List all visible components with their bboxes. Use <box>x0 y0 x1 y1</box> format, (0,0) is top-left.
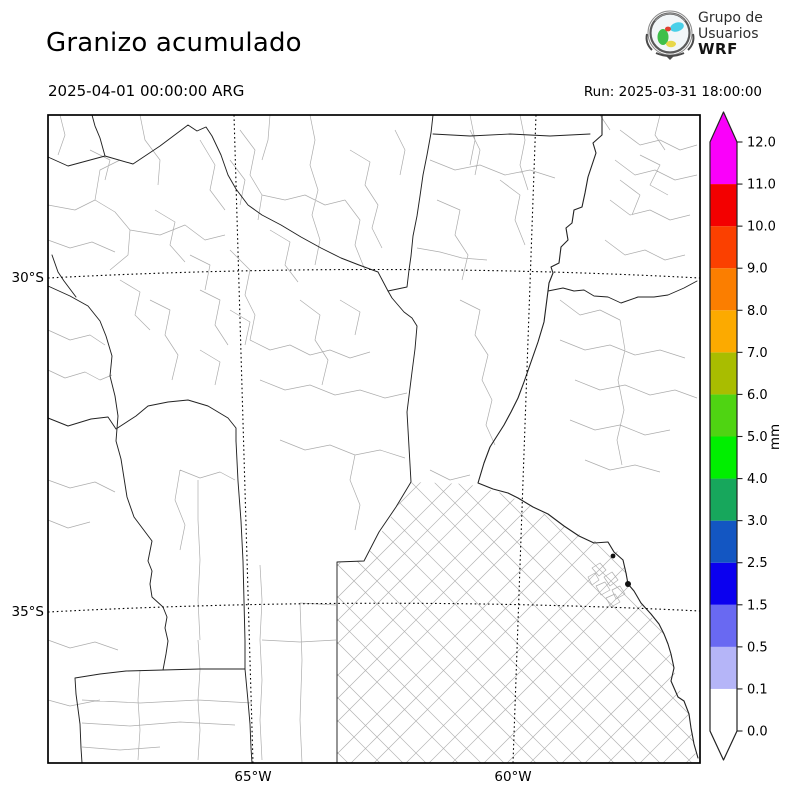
colorbar-tick-label: 7.0 <box>747 346 768 361</box>
colorbar-band <box>710 394 737 437</box>
page-title: Granizo acumulado <box>46 28 302 58</box>
colorbar-band <box>710 646 737 689</box>
colorbar-unit-label: mm <box>767 424 783 450</box>
colorbar-band <box>710 310 737 353</box>
colorbar-tick-label: 12.0 <box>747 136 776 151</box>
colorbar-tick-label: 8.0 <box>747 304 768 319</box>
colorbar-tick-label: 0.5 <box>747 640 768 655</box>
lon-label-65w: 65°W <box>234 769 271 785</box>
logo-line2: Usuarios <box>698 25 759 42</box>
map-panel: 30°S 35°S 65°W 60°W <box>12 114 701 785</box>
colorbar-tick-label: 1.5 <box>747 598 768 613</box>
colorbar-tick-label: 11.0 <box>747 178 776 193</box>
colorbar-band <box>710 436 737 479</box>
province-borders <box>47 114 699 764</box>
buenos-aires-department-mesh <box>337 482 697 763</box>
amba-cluster <box>587 562 626 608</box>
lon-label-60w: 60°W <box>494 769 531 785</box>
graticule <box>47 114 701 764</box>
colorbar-tick-label: 3.0 <box>747 514 768 529</box>
colorbar-tick-label: 10.0 <box>747 220 776 235</box>
colorbar-band <box>710 520 737 563</box>
colorbar-over-arrow <box>710 112 737 142</box>
gridline-35s <box>47 602 701 613</box>
colorbar-band <box>710 352 737 395</box>
colorbar-band <box>710 604 737 647</box>
colorbar-tick-label: 9.0 <box>747 262 768 277</box>
gridline-30s <box>47 268 701 279</box>
colorbar-band <box>710 478 737 521</box>
colorbar-tick-label: 2.5 <box>747 556 768 571</box>
lat-label-30s: 30°S <box>12 270 45 286</box>
riverside-blob <box>610 553 616 559</box>
lat-label-35s: 35°S <box>12 604 45 620</box>
map-frame <box>47 114 701 764</box>
wrf-users-logo-globe <box>645 10 695 60</box>
logo-line3: WRF <box>698 40 738 58</box>
delta-city-blob <box>625 581 631 587</box>
colorbar-tick-label: 4.0 <box>747 472 768 487</box>
logo-line1: Grupo de <box>698 10 763 26</box>
colorbar-tick-label: 6.0 <box>747 388 768 403</box>
gridline-65w <box>233 114 254 764</box>
colorbar-band <box>710 562 737 605</box>
run-datetime: Run: 2025-03-31 18:00:00 <box>583 84 762 100</box>
department-borders <box>47 114 698 764</box>
logo-text: Grupo de Usuarios WRF <box>698 10 763 58</box>
colorbar-band <box>710 226 737 269</box>
colorbar-band <box>710 184 737 227</box>
colorbar-under-arrow <box>710 731 737 760</box>
colorbar-tick-label: 0.1 <box>747 682 768 697</box>
parana-river-and-coastline <box>477 114 699 759</box>
colorbar-band <box>710 268 737 311</box>
colorbar: 0.0 0.1 0.5 1.5 2.5 3.0 4.0 5.0 6.0 7.0 8.0 9.0 10.0… <box>709 111 783 761</box>
colorbar-band <box>710 142 737 185</box>
colorbar-band <box>710 688 737 731</box>
colorbar-tick-label: 0.0 <box>747 725 768 740</box>
valid-datetime: 2025-04-01 00:00:00 ARG <box>48 82 245 100</box>
colorbar-ticks: 0.0 0.1 0.5 1.5 2.5 3.0 4.0 5.0 6.0 7.0 8.0 9.0 10.0… <box>737 136 776 740</box>
colorbar-bands <box>709 111 738 761</box>
colorbar-tick-label: 5.0 <box>747 430 768 445</box>
